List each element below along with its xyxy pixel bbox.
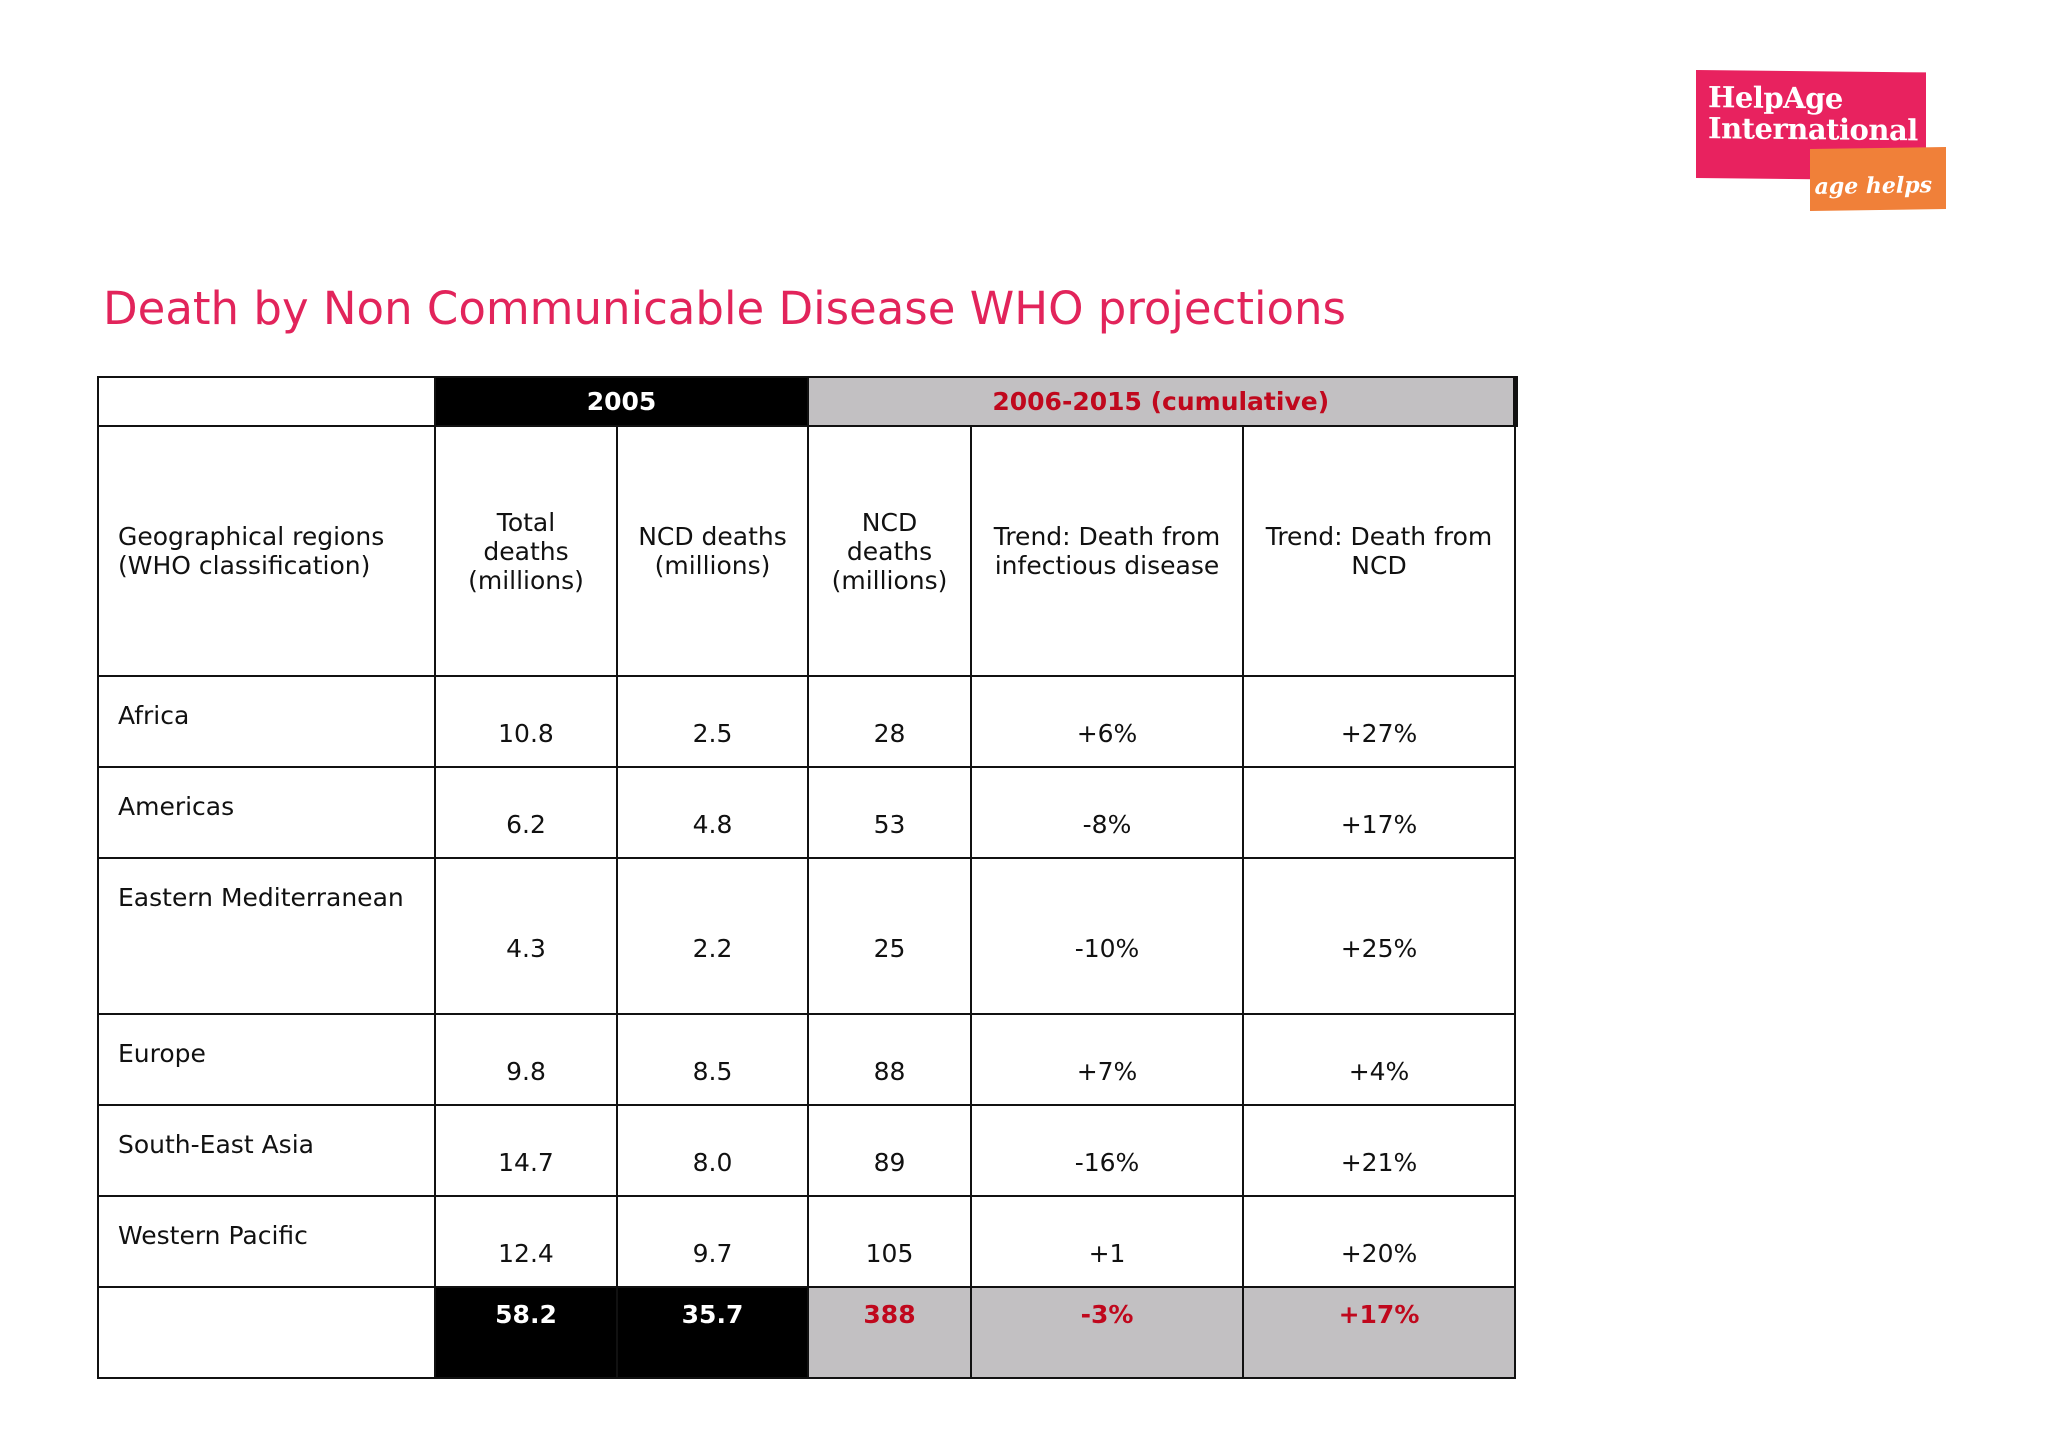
ncd-2005-cell: 4.8: [616, 766, 809, 859]
logo-tagline: age helps: [1814, 172, 1932, 200]
ncd-cumulative-cell: 88: [807, 1013, 972, 1106]
total-deaths-cell: 9.8: [434, 1013, 618, 1106]
col-header-trend-ncd: Trend: Death from NCD: [1242, 425, 1516, 677]
logo-line2: International: [1708, 111, 1918, 148]
ncd-2005-cell: 2.2: [616, 857, 809, 1015]
helpage-logo: HelpAge International age helps: [1696, 70, 1950, 212]
col-header-region: Geographical regions (WHO classification…: [97, 425, 436, 677]
logo-tagline-block: age helps: [1810, 147, 1946, 211]
table-row: Americas 6.2 4.8 53 -8% +17%: [97, 766, 1516, 859]
ncd-2005-sum: 35.7: [616, 1286, 809, 1379]
ncd-cumulative-cell: 28: [807, 675, 972, 768]
table-row: Europe 9.8 8.5 88 +7% +4%: [97, 1013, 1516, 1106]
ncd-cumulative-cell: 105: [807, 1195, 972, 1288]
totals-row: 58.2 35.7 388 -3% +17%: [97, 1286, 1516, 1379]
trend-infectious-cell: -8%: [970, 766, 1244, 859]
group-header-row: 2005 2006-2015 (cumulative): [97, 376, 1518, 427]
ncd-cumulative-cell: 89: [807, 1104, 972, 1197]
col-header-ncd-deaths-cumulative: NCD deaths (millions): [807, 425, 972, 677]
total-deaths-cell: 10.8: [434, 675, 618, 768]
trend-infectious-cell: -10%: [970, 857, 1244, 1015]
region-cell: Americas: [97, 766, 436, 859]
column-header-row: Geographical regions (WHO classification…: [97, 425, 1516, 677]
total-deaths-cell: 4.3: [434, 857, 618, 1015]
empty-corner-cell: [97, 376, 436, 427]
total-deaths-cell: 14.7: [434, 1104, 618, 1197]
ncd-cumulative-cell: 25: [807, 857, 972, 1015]
trend-infectious-cell: +6%: [970, 675, 1244, 768]
trend-ncd-cell: +20%: [1242, 1195, 1516, 1288]
col-header-ncd-deaths-2005: NCD deaths (millions): [616, 425, 809, 677]
group-header-2005: 2005: [434, 376, 809, 427]
ncd-2005-cell: 9.7: [616, 1195, 809, 1288]
col-header-total-deaths: Total deaths (millions): [434, 425, 618, 677]
trend-ncd-cell: +25%: [1242, 857, 1516, 1015]
page-title: Death by Non Communicable Disease WHO pr…: [103, 282, 1346, 336]
trend-infectious-cell: +1: [970, 1195, 1244, 1288]
total-deaths-sum: 58.2: [434, 1286, 618, 1379]
table-row: Africa 10.8 2.5 28 +6% +27%: [97, 675, 1516, 768]
region-cell: Europe: [97, 1013, 436, 1106]
table-row: Western Pacific 12.4 9.7 105 +1 +20%: [97, 1195, 1516, 1288]
col-header-trend-infectious: Trend: Death from infectious disease: [970, 425, 1244, 677]
trend-infectious-cell: -16%: [970, 1104, 1244, 1197]
ncd-2005-cell: 8.5: [616, 1013, 809, 1106]
ncd-cumulative-sum: 388: [807, 1286, 972, 1379]
trend-ncd-total: +17%: [1242, 1286, 1516, 1379]
total-deaths-cell: 12.4: [434, 1195, 618, 1288]
trend-ncd-cell: +21%: [1242, 1104, 1516, 1197]
totals-label-cell: [97, 1286, 436, 1379]
logo-line1: HelpAge: [1708, 80, 1843, 116]
region-cell: Western Pacific: [97, 1195, 436, 1288]
region-cell: Africa: [97, 675, 436, 768]
trend-ncd-cell: +4%: [1242, 1013, 1516, 1106]
trend-ncd-cell: +17%: [1242, 766, 1516, 859]
table-row: Eastern Mediterranean 4.3 2.2 25 -10% +2…: [97, 857, 1516, 1015]
total-deaths-cell: 6.2: [434, 766, 618, 859]
region-cell: Eastern Mediterranean: [97, 857, 436, 1015]
table-row: South-East Asia 14.7 8.0 89 -16% +21%: [97, 1104, 1516, 1197]
group-header-cumulative: 2006-2015 (cumulative): [807, 376, 1518, 427]
trend-infectious-total: -3%: [970, 1286, 1244, 1379]
ncd-2005-cell: 8.0: [616, 1104, 809, 1197]
region-cell: South-East Asia: [97, 1104, 436, 1197]
ncd-cumulative-cell: 53: [807, 766, 972, 859]
trend-infectious-cell: +7%: [970, 1013, 1244, 1106]
trend-ncd-cell: +27%: [1242, 675, 1516, 768]
ncd-2005-cell: 2.5: [616, 675, 809, 768]
ncd-table: 2005 2006-2015 (cumulative) Geographical…: [97, 376, 1518, 1379]
